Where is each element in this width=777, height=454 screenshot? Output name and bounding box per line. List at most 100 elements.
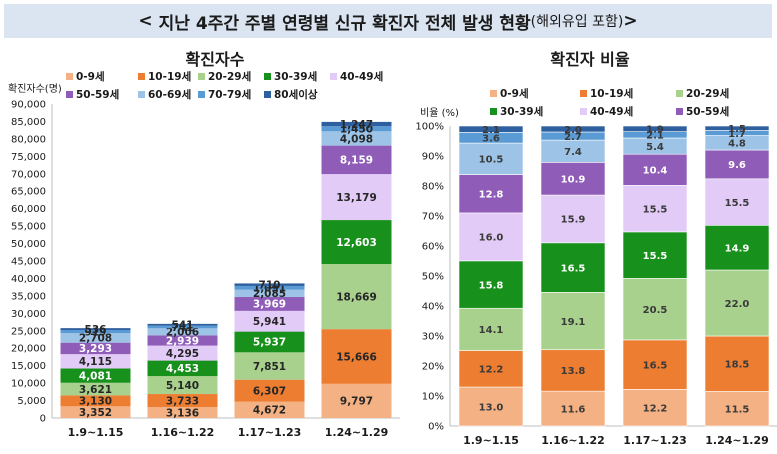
chart2-data-label: 12.8 xyxy=(479,190,504,201)
chart1-bar-segment xyxy=(147,325,218,329)
chart2-y-tick: 90% xyxy=(422,152,444,163)
chart2-legend-swatch xyxy=(580,90,587,97)
chart1-y-tick: 60,000 xyxy=(11,204,46,215)
chart1-data-label: 12,603 xyxy=(336,237,377,249)
chart2-legend-label: 20-29세 xyxy=(686,87,729,100)
chart1-data-label: 4,453 xyxy=(166,363,199,375)
chart1-bar-segment xyxy=(60,328,131,331)
chart2-data-label: 19.1 xyxy=(561,317,586,328)
chart1-bar-segment xyxy=(234,401,305,418)
chart2-bar-segment xyxy=(704,178,770,226)
chart2-legend-swatch xyxy=(490,90,497,97)
chart1-legend-label: 50-59세 xyxy=(76,88,119,101)
chart1-x-tick: 1.24~1.29 xyxy=(325,426,389,439)
chart2-data-label: 2.1 xyxy=(646,131,664,142)
chart1-bar-segment xyxy=(147,360,218,377)
chart2-bar-segment xyxy=(540,194,606,244)
chart2-data-label: 2.0 xyxy=(564,125,582,136)
chart2-bar-segment xyxy=(540,390,606,427)
chart2-y-tick: 20% xyxy=(422,362,444,373)
chart2-y-tick: 10% xyxy=(422,392,444,403)
chart2-data-label: 2.7 xyxy=(564,132,582,143)
chart2-bar-segment xyxy=(622,389,688,427)
chart1-legend-swatch xyxy=(66,73,73,80)
chart1-data-label: 2,085 xyxy=(253,288,286,300)
chart1-bar-segment xyxy=(60,395,131,407)
chart1-bar-segment xyxy=(234,283,305,286)
chart2-data-label: 15.9 xyxy=(561,215,586,226)
chart1-y-tick: 50,000 xyxy=(11,239,46,250)
banner-open-bracket: < xyxy=(138,11,153,31)
chart1-legend-label: 20-29세 xyxy=(208,70,251,83)
chart2-bar-segment xyxy=(458,125,524,133)
chart1-bar-segment xyxy=(234,331,305,353)
chart2-data-label: 15.5 xyxy=(643,251,668,262)
chart2-bar-segment xyxy=(458,386,524,427)
chart2-data-label: 20.5 xyxy=(643,305,668,316)
chart2-data-label: 12.2 xyxy=(643,404,668,415)
chart1-bar-segment xyxy=(321,383,392,418)
chart1-y-tick: 30,000 xyxy=(11,309,46,320)
banner-subtitle: (해외유입 포함) xyxy=(530,14,624,30)
chart1-data-label: 4,115 xyxy=(79,356,112,368)
chart1-legend-label: 10-19세 xyxy=(148,70,191,83)
chart1-data-label: 2,939 xyxy=(166,335,199,347)
chart1-y-tick: 80,000 xyxy=(11,134,46,145)
chart1-data-label: 536 xyxy=(85,324,107,336)
chart1-bar-segment xyxy=(321,220,392,265)
chart2-data-label: 16.5 xyxy=(643,360,668,371)
chart1-bar-segment xyxy=(321,264,392,330)
chart1-y-tick: 55,000 xyxy=(11,222,46,233)
chart2-data-label: 3.6 xyxy=(482,133,500,144)
chart2-bar-segment xyxy=(540,242,606,293)
chart1-y-tick: 0 xyxy=(40,414,46,425)
chart1-bar-segment xyxy=(60,333,131,343)
chart1-data-label: 9,797 xyxy=(340,396,373,408)
chart1-data-label: 710 xyxy=(259,279,281,291)
chart1-legend-label: 70-79세 xyxy=(208,88,251,101)
chart2-y-tick: 60% xyxy=(422,242,444,253)
chart2-y-tick: 30% xyxy=(422,332,444,343)
chart1-legend-swatch xyxy=(264,91,271,98)
chart2-bar-segment xyxy=(458,260,524,309)
chart1-title: 확진자수 xyxy=(185,50,245,69)
banner-close-bracket: > xyxy=(623,11,638,31)
chart2-bar-segment xyxy=(622,339,688,390)
chart2-bar-segment xyxy=(704,269,770,337)
chart1-legend-swatch xyxy=(66,91,73,98)
chart2-bar-segment xyxy=(458,142,524,175)
chart2-data-label: 12.2 xyxy=(479,365,504,376)
chart1-data-label: 3,733 xyxy=(166,395,199,407)
chart1-bar-segment xyxy=(147,328,218,336)
chart1-data-label: 15,666 xyxy=(336,351,377,363)
chart1-bar-segment xyxy=(147,407,218,418)
chart1-bar-segment xyxy=(234,289,305,298)
chart1-bar-segment xyxy=(60,330,131,334)
chart2-y-tick: 100% xyxy=(415,122,444,133)
chart1-data-label: 5,937 xyxy=(253,337,286,349)
banner-title: 지난 4주간 주별 연령별 신규 확진자 전체 발생 현황 xyxy=(158,13,531,34)
chart1-bar-segment xyxy=(60,354,131,369)
chart1-bar-segment xyxy=(234,297,305,311)
chart2-bar-segment xyxy=(704,391,770,427)
chart2-data-label: 15.8 xyxy=(479,280,504,291)
chart1-bar-segment xyxy=(60,382,131,396)
chart1-x-tick: 1.9~1.15 xyxy=(68,426,124,439)
chart1-y-tick: 20,000 xyxy=(11,344,46,355)
chart2-bar-segment xyxy=(458,307,524,351)
chart1-y-tick: 15,000 xyxy=(11,361,46,372)
chart1-y-tick: 5,000 xyxy=(17,396,46,407)
chart1-x-tick: 1.16~1.22 xyxy=(151,426,215,439)
chart1-bar-segment xyxy=(60,342,131,355)
chart2-legend-swatch xyxy=(580,108,587,115)
chart2-bar-segment xyxy=(540,349,606,392)
chart1-bar-segment xyxy=(321,174,392,221)
chart1-data-label: 3,293 xyxy=(79,343,112,355)
chart1-y-tick: 25,000 xyxy=(11,326,46,337)
chart1-data-label: 1,247 xyxy=(340,119,373,131)
chart1-data-label: 7,851 xyxy=(253,361,286,373)
chart2-legend-swatch xyxy=(490,108,497,115)
chart1-data-label: 2,708 xyxy=(79,333,112,345)
chart1-data-label: 1,450 xyxy=(340,124,373,136)
chart2-bar-segment xyxy=(622,153,688,186)
